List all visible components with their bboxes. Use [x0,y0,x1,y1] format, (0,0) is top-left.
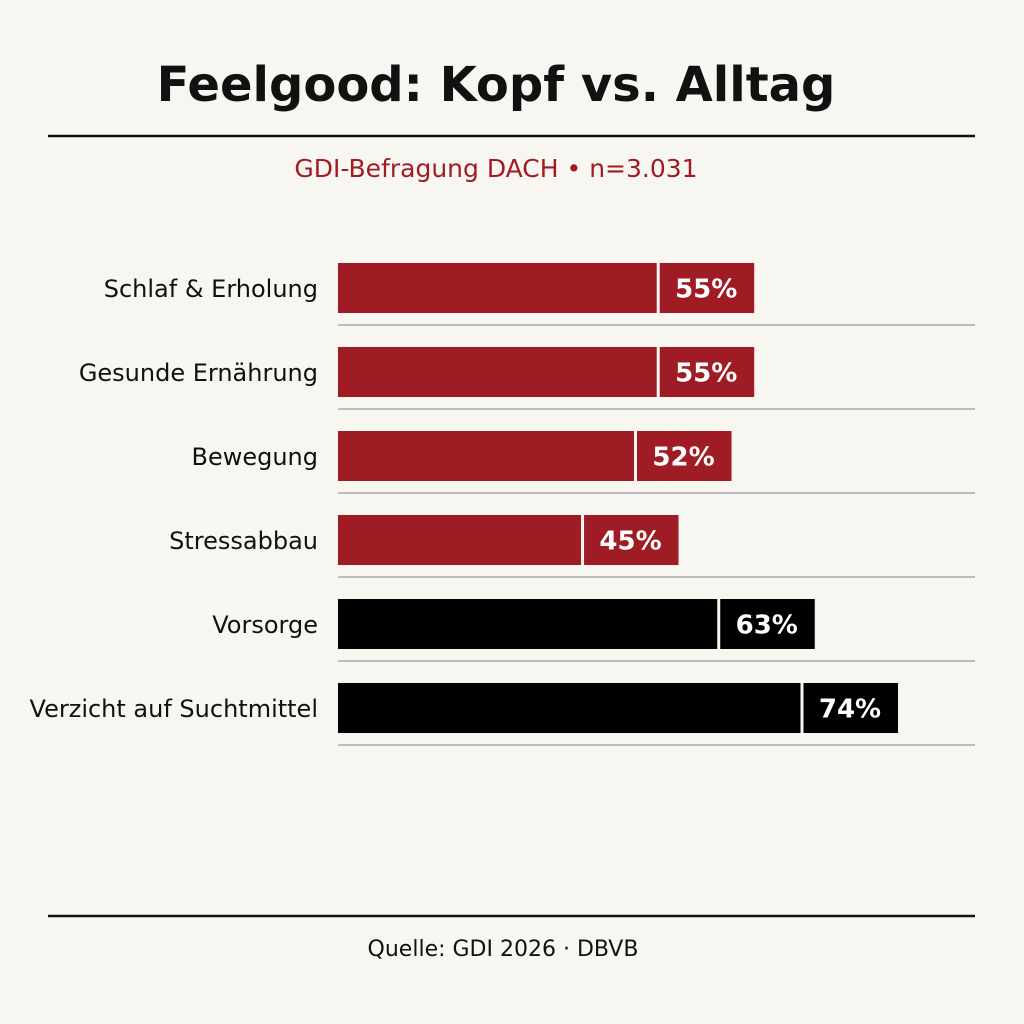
bar [338,347,755,397]
bar [338,431,732,481]
bar [338,263,755,313]
value-label: 55% [675,359,737,389]
bar [338,515,679,565]
value-label: 74% [819,695,881,725]
value-label: 52% [652,443,714,473]
bar [338,599,815,649]
chart-title: Feelgood: Kopf vs. Alltag [157,57,836,113]
value-label: 55% [675,275,737,305]
category-label: Bewegung [191,443,318,471]
category-label: Vorsorge [212,611,318,639]
category-label: Schlaf & Erholung [104,275,318,303]
value-label: 63% [736,611,798,641]
value-label: 45% [599,527,661,557]
source: Quelle: GDI 2026 · DBVB [368,937,639,962]
category-label: Verzicht auf Suchtmittel [30,695,318,723]
subtitle: GDI-Befragung DACH • n=3.031 [294,154,697,183]
bar [338,683,898,733]
category-label: Gesunde Ernährung [79,359,318,387]
category-label: Stressabbau [169,527,318,555]
